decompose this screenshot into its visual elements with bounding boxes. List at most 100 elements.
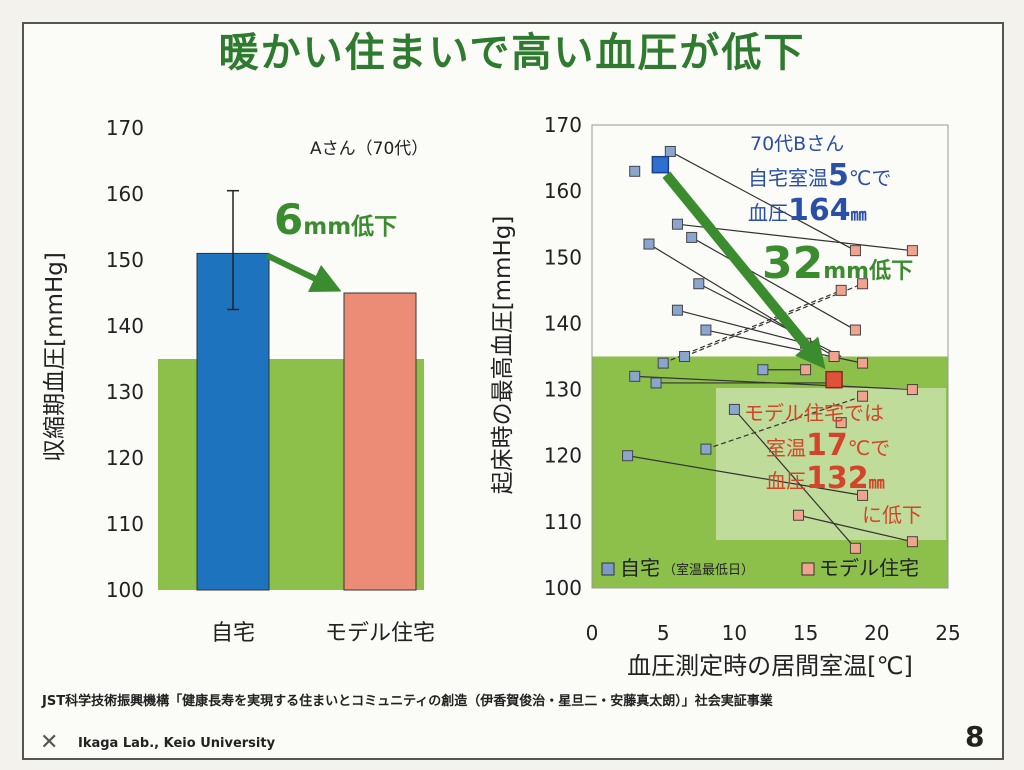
scatter-point-model [828, 351, 840, 362]
scatter-point-model [857, 390, 869, 402]
bar-y-tick-label: 120 [106, 446, 144, 470]
legend-model-label: モデル住宅 [819, 556, 919, 580]
scatter-point-model [857, 357, 869, 369]
scatter-point-home [757, 364, 769, 376]
scatter-point-home [643, 238, 655, 250]
scatter-x-axis-label: 血圧測定時の居間室温[℃] [627, 652, 913, 680]
bar-y-tick-label: 170 [106, 116, 144, 140]
scatter-point-home [700, 324, 712, 336]
bar-drop-arrow [265, 252, 342, 292]
scatter-point-home [686, 231, 698, 243]
scatter-pair-line [627, 455, 863, 496]
scatter-point-model [835, 417, 847, 429]
scatter-point-home [629, 165, 641, 177]
bar-error-bar [227, 189, 239, 311]
scatter-point-home [664, 145, 676, 157]
slide-title: 暖かい住まいで高い血圧が低下 [218, 30, 806, 76]
scatter-y-tick-label: 120 [544, 444, 582, 468]
scatter-pair-line [798, 514, 913, 543]
scatter-point-home [671, 304, 683, 316]
scatter-point-model [849, 245, 861, 257]
bar-chart: 100 110 120 130 140 150 160 170 自宅 モデル住宅 収縮期血圧[… [42, 116, 435, 646]
scatter-pair-line [691, 236, 856, 331]
scatter-point-home [657, 357, 669, 369]
scatter-point-model [906, 536, 918, 548]
callout-b: 70代Bさん 自宅室温5℃で 血圧164㎜ [748, 133, 891, 228]
scatter-x-tick-label: 25 [935, 621, 960, 645]
scatter-point-model [792, 509, 804, 521]
scatter-drop-annotation: 32mm低下 [762, 238, 913, 289]
scatter-point-home [629, 370, 641, 382]
legend-model-marker [801, 562, 815, 576]
legend-home-marker [601, 562, 615, 576]
bar-y-tick-label: 150 [106, 248, 144, 272]
scatter-y-tick-label: 160 [544, 179, 582, 203]
scatter-point-model [906, 384, 918, 396]
scatter-callout-box [716, 388, 946, 540]
bar-category-label-model: モデル住宅 [325, 621, 435, 646]
scatter-point-model [849, 542, 861, 554]
scatter-y-tick-label: 150 [544, 245, 582, 269]
scatter-legend: 自宅 （室温最低日） モデル住宅 [601, 556, 919, 580]
scatter-point-home [728, 403, 740, 415]
footer-lab-name: Ikaga Lab., Keio University [78, 736, 276, 751]
lab-logo-icon: ✕ [40, 730, 59, 755]
callout-model: モデル住宅では 室温17℃で 血圧132㎜ に低下 [744, 401, 922, 527]
scatter-point-model [906, 245, 918, 257]
scatter-chart: 100 110 120 130 140 150 160 170 0 5 10 15 20 25 起床時の… [490, 113, 961, 680]
scatter-point-home [693, 278, 705, 290]
scatter-x-tick-label: 15 [793, 621, 818, 645]
scatter-pair-line [705, 395, 863, 450]
scatter-y-tick-label: 170 [544, 113, 582, 137]
page-number: 8 [965, 720, 985, 753]
callout-b-line1: 70代Bさん [750, 133, 844, 155]
scatter-pair-line [733, 409, 856, 549]
bar-y-tick-label: 140 [106, 314, 144, 338]
scatter-y-tick-label: 140 [544, 311, 582, 335]
scatter-drop-arrow [662, 171, 826, 370]
scatter-y-tick-label: 100 [544, 576, 582, 600]
bar-y-tick-label: 100 [106, 578, 144, 602]
highlight-point-model [825, 370, 843, 389]
scatter-plot-frame [591, 124, 949, 589]
scatter-drop-unit: mm低下 [823, 259, 913, 284]
bar-y-axis-label: 収縮期血圧[mmHg] [42, 252, 68, 462]
scatter-y-ticks: 100 110 120 130 140 150 160 170 [544, 113, 582, 600]
bar-y-ticks: 100 110 120 130 140 150 160 170 [106, 116, 144, 602]
scatter-x-tick-label: 20 [864, 621, 889, 645]
scatter-y-tick-label: 130 [544, 378, 582, 402]
callout-b-line2: 自宅室温5℃で [748, 158, 891, 193]
bar-y-tick-label: 110 [106, 512, 144, 536]
scatter-y-axis-label: 起床時の最高血圧[mmHg] [490, 216, 516, 495]
scatter-point-model [857, 278, 869, 290]
legend-home-label: 自宅 [620, 556, 660, 580]
callout-model-line1: モデル住宅では [744, 401, 884, 425]
callout-model-line4: に低下 [862, 503, 922, 527]
highlight-point-home [651, 155, 670, 174]
scatter-pair-line [677, 309, 806, 344]
scatter-point-home [679, 351, 691, 362]
scatter-point-model [857, 489, 869, 501]
scatter-point-model [849, 324, 861, 336]
legend-home-note: （室温最低日） [663, 562, 754, 578]
scatter-x-tick-label: 0 [586, 621, 599, 645]
callout-model-line3: 血圧132㎜ [766, 461, 885, 496]
scatter-pair-line [670, 150, 856, 252]
scatter-points [622, 145, 918, 554]
scatter-point-home [700, 443, 712, 455]
scatter-point-home [650, 377, 662, 389]
bar-model-house [343, 292, 417, 591]
scatter-x-tick-label: 5 [657, 621, 670, 645]
scatter-point-home [622, 450, 634, 462]
bar-drop-unit: mm低下 [303, 214, 397, 240]
bar-drop-annotation: 6mm低下 [274, 195, 397, 244]
scatter-reference-band [592, 356, 948, 588]
callout-b-line3: 血圧164㎜ [748, 193, 867, 228]
scatter-x-ticks: 0 5 10 15 20 25 [586, 621, 961, 645]
scatter-point-model [835, 284, 847, 296]
bar-category-label-home: 自宅 [211, 621, 255, 646]
bar-drop-value: 6 [274, 195, 303, 244]
scatter-y-tick-label: 110 [544, 510, 582, 534]
footer-credit: JST科学技術振興機構「健康長寿を実現する住まいとコミュニティの創造（伊香賀俊治… [42, 694, 773, 709]
